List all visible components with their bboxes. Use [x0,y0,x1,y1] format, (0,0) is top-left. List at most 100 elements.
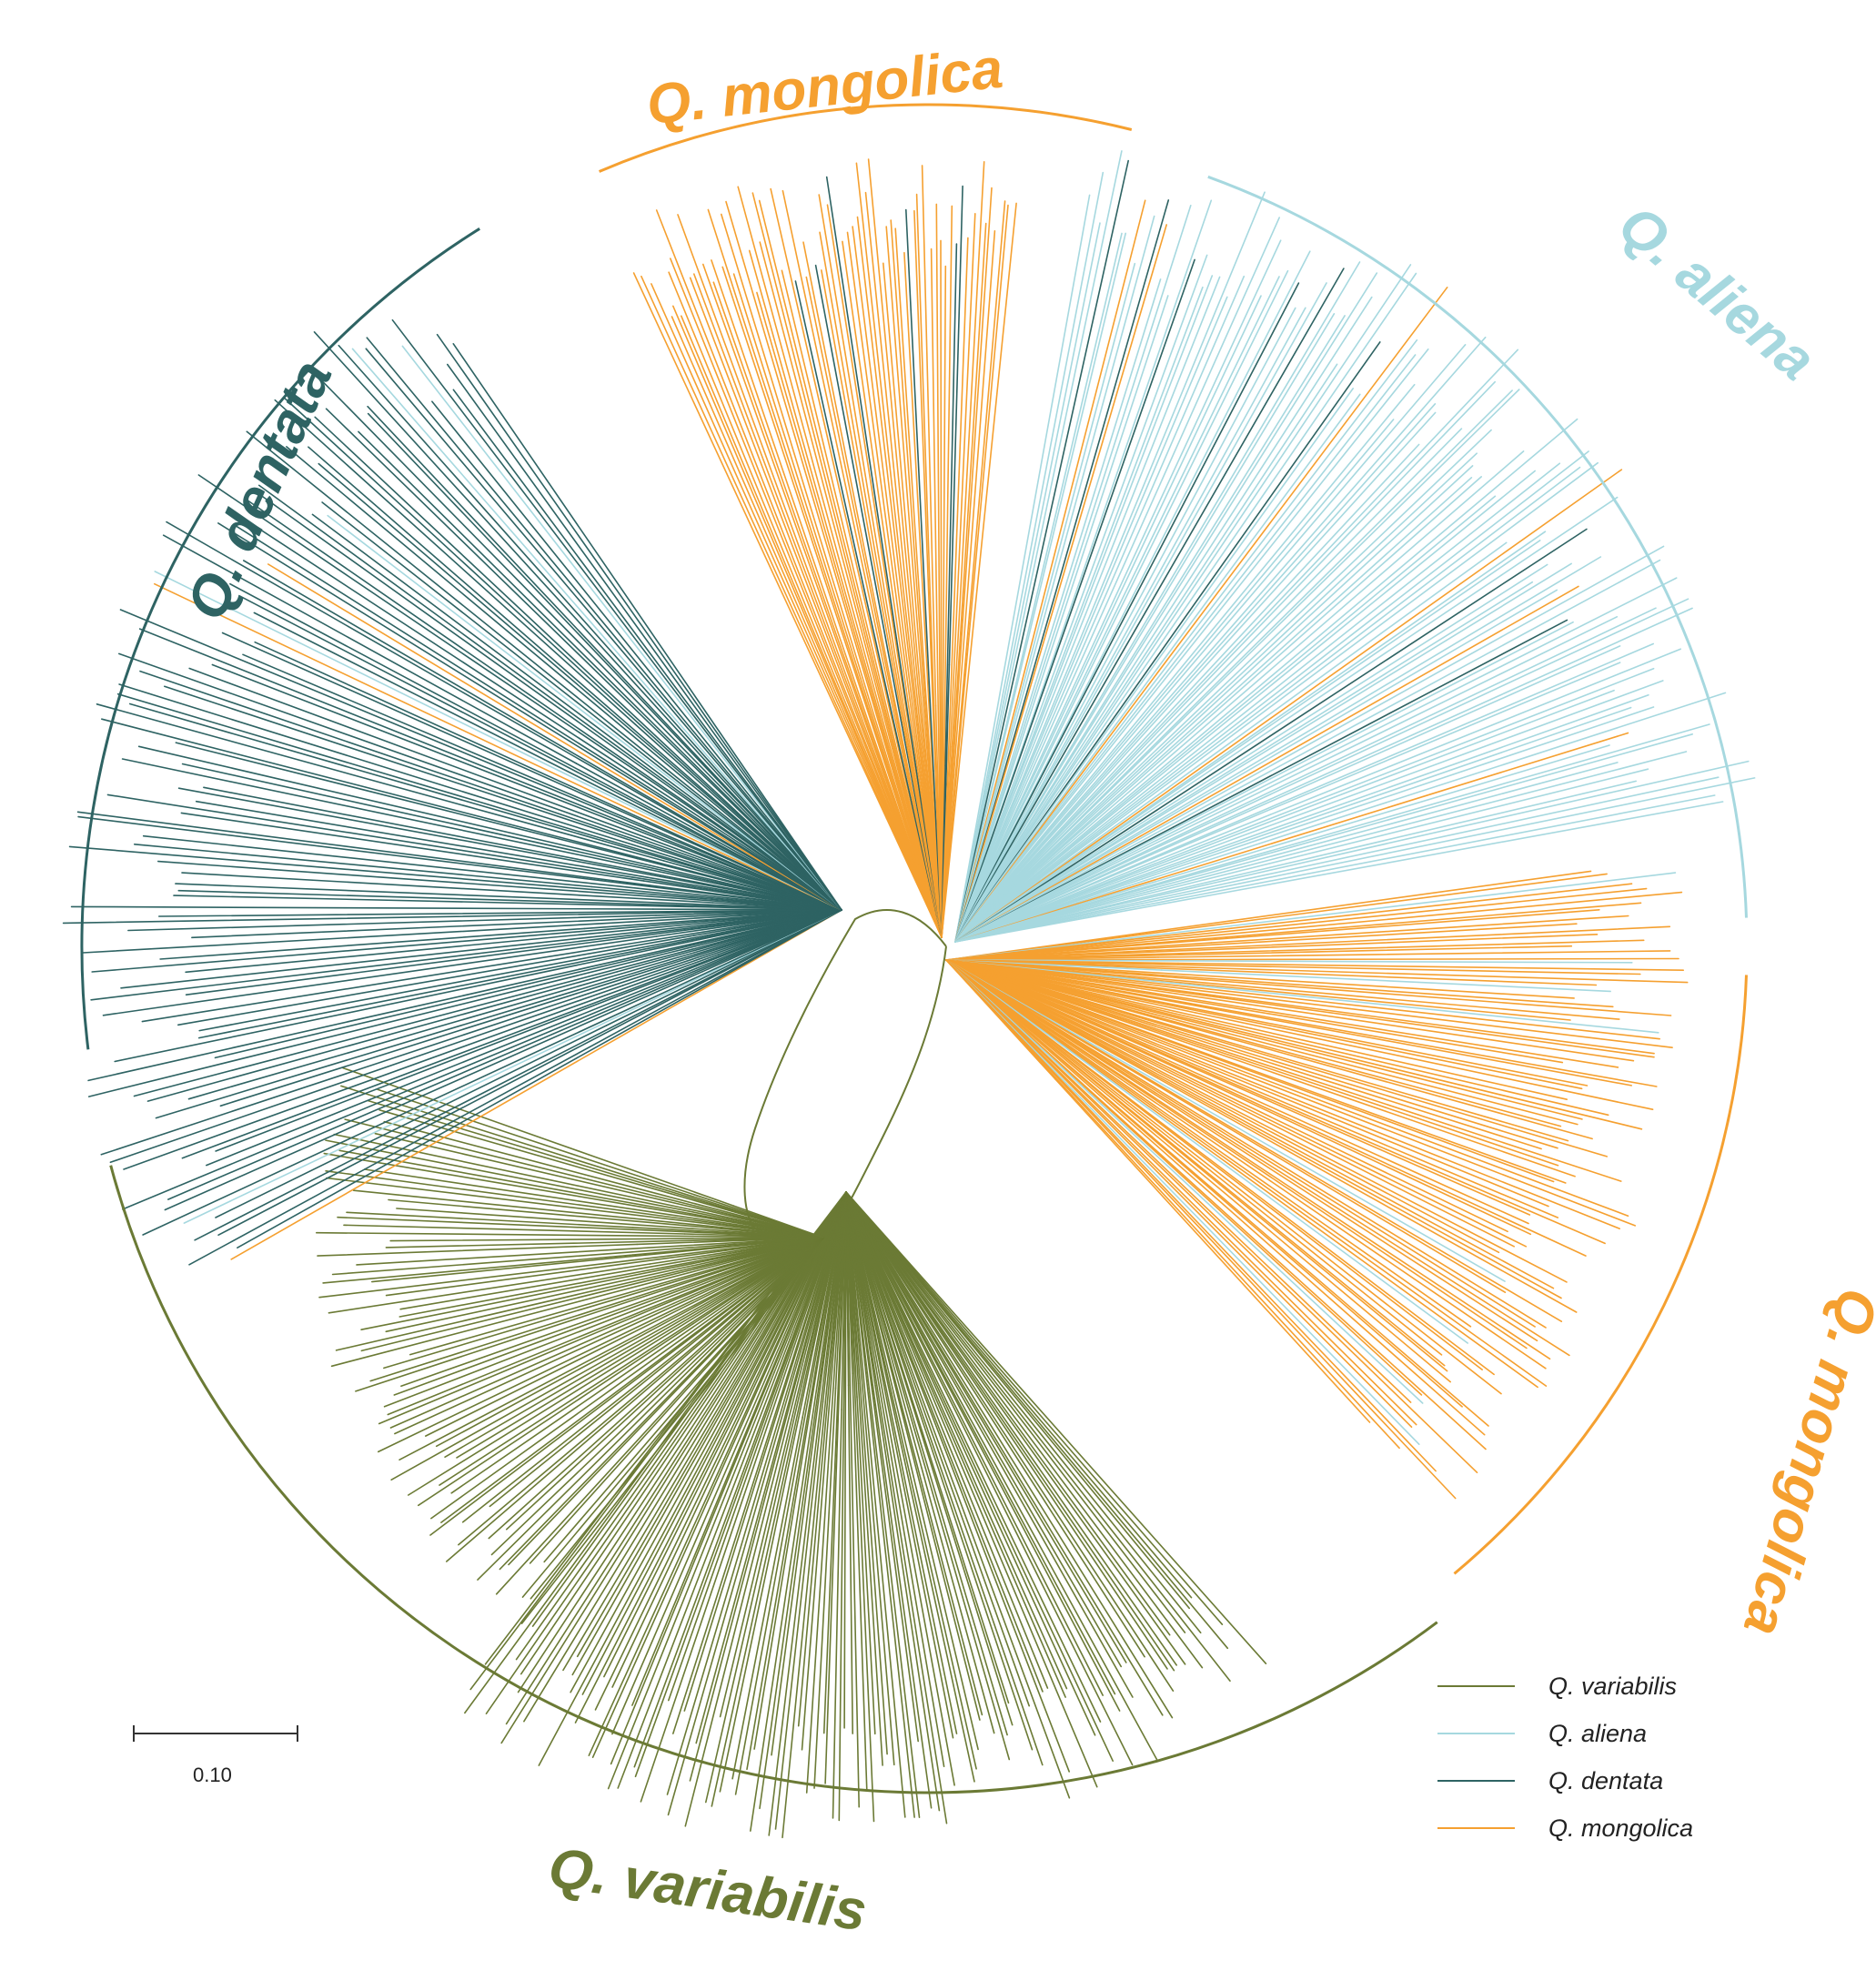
branch-dentata [87,975,578,1097]
branch-dentata [257,484,745,840]
branch-variabilis-lower [887,1399,958,1734]
branch-mongolica-top [671,316,869,768]
branch-variabilis-lower [929,1292,1190,1610]
branch-variabilis-left [385,1238,740,1248]
branch-variabilis-lower [989,1356,1224,1625]
branch-dentata [162,534,578,764]
branch-variabilis-left [458,1314,732,1546]
branch-mongolica-right [1060,996,1542,1150]
branch-mongolica-right [1069,1090,1457,1500]
branch-variabilis-left [400,1273,720,1387]
branch-variabilis-lower [856,1292,915,1818]
branch-mongolica-right [1214,995,1655,1055]
branch-dentata [116,692,701,869]
branch-variabilis-lower [774,1400,824,1830]
branch-mongolica-right [1144,1043,1559,1218]
branch-aliena [1067,465,1474,839]
branch-variabilis-left [495,1379,694,1595]
branch-variabilis-lower [631,1374,771,1706]
branch-aliena [1124,545,1665,848]
branch-aliena [1140,585,1579,837]
branch-aliena [1257,777,1756,881]
branch-aliena [1187,751,1688,883]
branch-variabilis-lower [896,1379,995,1734]
branch-aliena [1098,559,1661,865]
branch-variabilis-lower [571,1366,748,1676]
branch-dentata [195,800,645,878]
branch-mongolica-right [1096,1032,1508,1233]
branch-aliena [1051,470,1536,864]
scale-bar: 0.10 [133,1725,298,1786]
branch-dentata [146,971,619,1102]
branch-variabilis-left [315,1231,705,1238]
branch-aliena [1078,680,1664,897]
branch-variabilis-left [489,1294,753,1508]
branch-dentata [138,628,590,810]
branch-variabilis-lower [856,1396,876,1735]
branch-variabilis-left [408,1282,662,1356]
branch-aliena [1076,732,1629,905]
branch-variabilis-left [385,1257,669,1297]
branch-mongolica-right [1150,1038,1636,1227]
branch-aliena [1201,693,1649,855]
branch-variabilis-lower [854,1291,906,1818]
branch-mongolica-top-stem [941,764,960,938]
branch-mongolica-right [1039,1036,1448,1372]
branch-variabilis-lower [905,1280,1168,1670]
branch-mongolica-right [1114,996,1568,1100]
branch-mongolica-right [1121,1040,1587,1257]
branch-dentata [158,911,630,917]
branch-dentata [175,742,639,860]
branch-variabilis-lower [797,1308,837,1727]
branch-variabilis-lower [519,1332,752,1675]
branch-aliena [1046,205,1192,656]
branch-variabilis-lower [872,1393,920,1743]
branch-variabilis-lower [485,1373,721,1714]
branch-mongolica-top [770,187,907,783]
branch-variabilis-lower [900,1331,1044,1693]
branch-mongolica-top [820,269,913,771]
branch-dentata-stem [577,847,842,911]
branch-mongolica-top [802,241,914,794]
branch-dentata [82,919,652,954]
branch-dentata [185,925,721,996]
branch-variabilis-lower [562,1322,770,1672]
branch-variabilis-lower [782,1337,833,1839]
branch-aliena [1034,419,1395,848]
branch-dentata-stem [575,763,842,911]
branch-mongolica-right [1058,1037,1472,1328]
branch-mongolica-right [1170,1098,1536,1328]
branch-dentata [122,959,723,1210]
branch-variabilis-lower [920,1354,1096,1736]
clade-arc-mongolica-right [1453,975,1748,1575]
branch-variabilis-left [355,1283,683,1392]
branch-mongolica-right [1023,1036,1413,1428]
branch-dentata [129,702,604,842]
branch-aliena [1134,389,1513,765]
branch-variabilis-left [499,1331,731,1571]
branch-mongolica-right [1054,998,1567,1184]
branch-dentata [164,971,703,1211]
branch-mongolica-top [759,241,912,819]
branch-mongolica-top [915,193,938,783]
branch-dentata [217,981,704,1236]
branch-aliena [1188,648,1681,848]
branch-mongolica-right [1095,1043,1578,1313]
clade-arc-mongolica-top [599,103,1133,173]
branch-aliena [1161,662,1621,856]
branch-dentata [188,1030,620,1266]
branch-variabilis-lower [617,1408,764,1789]
branch-variabilis-lower [953,1336,1204,1669]
branch-aliena [1189,466,1581,764]
branch-dentata [286,446,733,820]
branch-variabilis-left [396,1208,759,1234]
branch-aliena [1079,794,1716,919]
branch-dentata [87,956,630,1082]
branch-dentata [243,518,709,824]
branch-mongolica-right [1129,1065,1506,1282]
branch-dentata [215,965,698,1152]
branch-mongolica-right [1166,1033,1559,1167]
branch-variabilis-left [390,1315,684,1481]
branch-variabilis-lower [874,1384,941,1812]
branch-aliena [1013,215,1155,731]
